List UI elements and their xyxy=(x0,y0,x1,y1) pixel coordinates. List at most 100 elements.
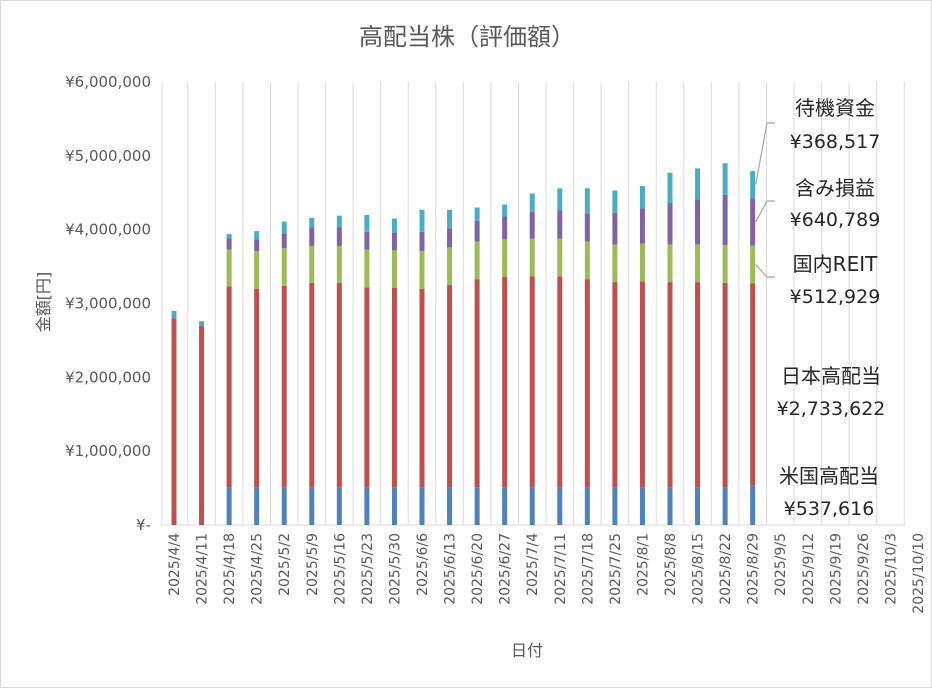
callout-leader-line xyxy=(755,200,775,223)
y-axis-label: 金額[円] xyxy=(34,272,53,333)
x-tick-label: 2025/8/15 xyxy=(691,533,707,605)
x-tick-label: 2025/6/20 xyxy=(470,533,486,605)
x-tick-label: 2025/10/10 xyxy=(911,533,927,614)
bar-segment-1 xyxy=(639,487,645,525)
bar-segment-3 xyxy=(612,244,618,283)
x-axis-ticks: 2025/4/4 2025/4/11 2025/4/18 2025/4/25 2025/… xyxy=(167,533,927,614)
bar-segment-4 xyxy=(667,203,673,245)
x-tick-label: 2025/6/27 xyxy=(498,533,514,605)
x-axis-label: 日付 xyxy=(511,641,543,660)
bar-segment-3 xyxy=(750,245,756,284)
bar-segment-5 xyxy=(584,188,590,214)
bar-segment-4 xyxy=(364,231,370,250)
bar-segment-5 xyxy=(667,172,673,204)
bar-segment-3 xyxy=(336,245,342,283)
bar-segment-2 xyxy=(226,286,232,488)
x-tick-label: 2025/5/2 xyxy=(277,533,293,596)
bar-segment-4 xyxy=(750,198,756,246)
bar-segment-1 xyxy=(309,487,315,525)
bar-segment-3 xyxy=(364,249,370,288)
bar-segment-3 xyxy=(474,241,480,280)
bar-segment-4 xyxy=(557,210,563,239)
x-tick-label: 2025/9/12 xyxy=(801,533,817,605)
callout-name: 含み損益 xyxy=(795,176,875,200)
y-tick-label: ¥2,000,000 xyxy=(65,368,151,386)
bar-segment-2 xyxy=(336,282,342,488)
callouts: 待機資金 ¥368,517 含み損益 ¥640,789 国内REIT ¥512,929 日本… xyxy=(777,96,886,520)
bar-segment-1 xyxy=(667,487,673,525)
x-tick-label: 2025/8/29 xyxy=(746,533,762,605)
bar-segment-1 xyxy=(226,487,232,525)
bar-segment-5 xyxy=(695,168,701,200)
bar-segment-2 xyxy=(474,279,480,488)
bar-segment-1 xyxy=(336,487,342,525)
bar-segment-3 xyxy=(557,238,563,277)
y-tick-label: ¥6,000,000 xyxy=(65,73,151,91)
bar-segment-3 xyxy=(281,248,287,286)
x-tick-label: 2025/6/13 xyxy=(443,533,459,605)
x-tick-label: 2025/5/9 xyxy=(305,533,321,596)
bar-segment-3 xyxy=(254,251,260,289)
bar-segment-1 xyxy=(722,487,728,525)
bar-segment-4 xyxy=(529,211,535,239)
bar-segment-2 xyxy=(722,282,728,488)
callout-leader-line xyxy=(755,122,775,185)
y-tick-label: ¥5,000,000 xyxy=(65,147,151,165)
callout-value: ¥2,733,622 xyxy=(777,398,886,420)
x-tick-label: 2025/4/25 xyxy=(250,533,266,605)
bar-segment-4 xyxy=(502,216,508,240)
bars xyxy=(171,163,756,525)
bar-segment-2 xyxy=(750,283,756,486)
bar-segment-5 xyxy=(199,321,205,326)
bar-segment-4 xyxy=(309,227,315,246)
callout-name: 米国高配当 xyxy=(779,464,879,488)
bar-segment-5 xyxy=(419,209,425,232)
bar-segment-3 xyxy=(447,247,453,286)
bar-segment-2 xyxy=(171,318,177,525)
bar-segment-1 xyxy=(447,487,453,525)
bar-segment-2 xyxy=(502,276,508,488)
bar-segment-2 xyxy=(281,285,287,488)
bar-segment-5 xyxy=(226,234,232,239)
bar-segment-1 xyxy=(281,487,287,525)
bar-segment-4 xyxy=(336,227,342,246)
bar-segment-5 xyxy=(557,188,563,211)
bar-segment-2 xyxy=(391,287,397,488)
x-tick-label: 2025/5/23 xyxy=(360,533,376,605)
bar-segment-5 xyxy=(722,163,728,195)
bar-segment-3 xyxy=(419,251,425,289)
bar-segment-1 xyxy=(529,487,535,525)
bar-segment-4 xyxy=(584,213,590,242)
bar-segment-5 xyxy=(612,190,618,213)
bar-segment-1 xyxy=(419,487,425,525)
y-tick-label: ¥- xyxy=(136,516,151,534)
bar-segment-2 xyxy=(667,282,673,488)
bar-segment-2 xyxy=(529,276,535,488)
callout-value: ¥512,929 xyxy=(790,286,881,308)
bar-segment-2 xyxy=(419,288,425,488)
x-tick-label: 2025/10/3 xyxy=(883,533,899,605)
bar-segment-3 xyxy=(309,245,315,283)
bar-segment-5 xyxy=(639,186,645,209)
bar-segment-4 xyxy=(281,233,287,249)
bar-segment-2 xyxy=(447,285,453,488)
x-tick-label: 2025/9/5 xyxy=(773,533,789,596)
callout-leaders xyxy=(755,122,775,278)
bar-segment-5 xyxy=(474,207,480,221)
bar-segment-2 xyxy=(695,282,701,488)
bar-segment-5 xyxy=(309,217,315,228)
bar-segment-1 xyxy=(364,487,370,525)
bar-segment-3 xyxy=(695,244,701,283)
bar-segment-3 xyxy=(502,239,508,277)
bar-segment-3 xyxy=(667,244,673,283)
x-tick-label: 2025/9/26 xyxy=(856,533,872,605)
callout-name: 国内REIT xyxy=(793,252,878,276)
bar-segment-1 xyxy=(254,487,260,525)
bar-segment-4 xyxy=(419,231,425,252)
bar-segment-2 xyxy=(612,282,618,488)
bar-segment-4 xyxy=(695,199,701,245)
bar-segment-1 xyxy=(502,487,508,525)
bar-segment-3 xyxy=(722,245,728,283)
bar-segment-2 xyxy=(364,287,370,488)
